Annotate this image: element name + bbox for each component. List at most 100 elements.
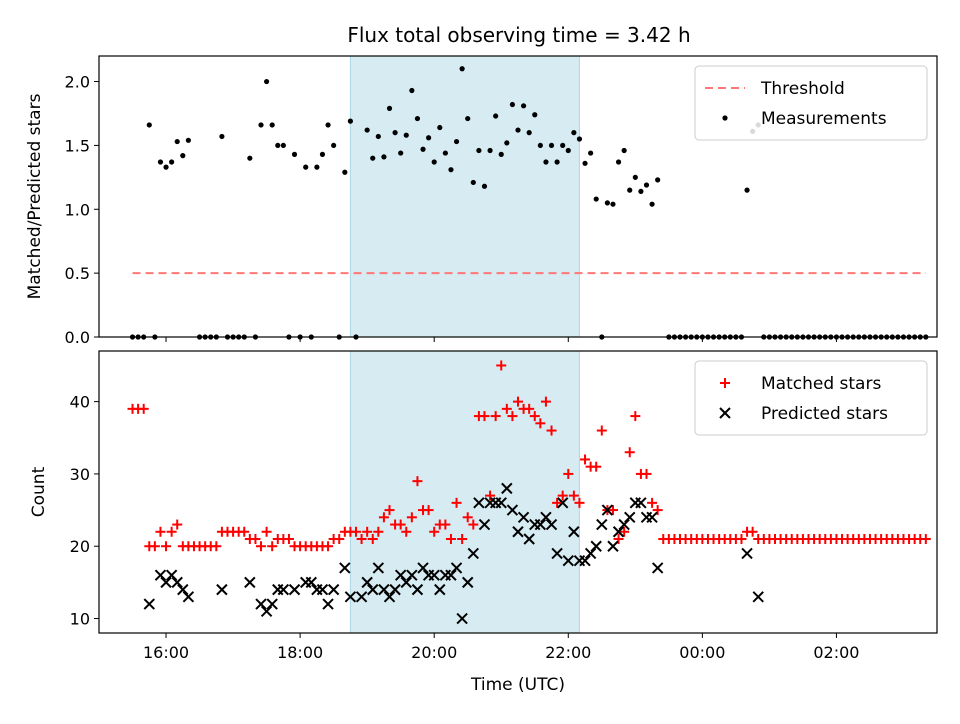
legend [694, 360, 928, 436]
matched-star-marker [563, 468, 574, 479]
legend-swatch [722, 115, 728, 121]
predicted-star-marker [545, 518, 558, 531]
measurement-point [526, 130, 532, 136]
predicted-star-marker [562, 554, 574, 567]
matched-star-marker [445, 534, 456, 544]
matched-star-marker [334, 534, 345, 544]
predicted-star-marker [288, 583, 301, 596]
measurement-point [515, 127, 521, 133]
predicted-star-marker [556, 497, 569, 509]
predicted-star-marker [428, 569, 440, 581]
measurement-point [554, 159, 560, 165]
measurement-point [303, 164, 309, 170]
predicted-star-marker [607, 540, 619, 552]
measurement-point [509, 101, 516, 108]
matched-star-marker [406, 512, 417, 523]
predicted-star-marker [517, 511, 530, 524]
legend [694, 65, 928, 141]
axes-frame [98, 55, 938, 338]
predicted-star-marker [339, 562, 351, 574]
predicted-star-marker [411, 583, 424, 596]
matched-star-marker [138, 403, 149, 414]
matched-star-marker [552, 497, 563, 508]
matched-star-marker [367, 534, 378, 544]
legend-swatch [720, 378, 730, 388]
matched-star-marker [384, 505, 395, 516]
predicted-star-marker [406, 569, 418, 581]
predicted-star-marker [383, 591, 396, 603]
matched-star-marker [613, 534, 624, 544]
legend-swatch [719, 407, 731, 419]
matched-star-marker [647, 497, 658, 508]
measurement-point [331, 142, 337, 149]
measurement-point [185, 137, 191, 143]
measurement-point [576, 136, 583, 142]
predicted-star-marker [456, 612, 468, 625]
measurement-point [258, 122, 264, 128]
matched-star-marker [591, 461, 602, 472]
matched-star-marker [607, 505, 618, 516]
measurement-point [370, 155, 376, 161]
measurement-point [621, 147, 627, 154]
measurement-point [588, 150, 594, 156]
predicted-star-marker [473, 497, 485, 509]
matched-star-marker [462, 512, 473, 523]
measurement-point [314, 164, 320, 170]
measurement-point [604, 200, 610, 206]
measurement-point [476, 147, 482, 154]
matched-star-marker [580, 454, 591, 465]
measurement-point [392, 130, 398, 136]
matched-star-marker [619, 526, 630, 537]
measurement-point [275, 142, 281, 149]
measurement-point [560, 142, 566, 149]
matched-star-marker [468, 519, 479, 530]
matched-star-marker [373, 526, 384, 537]
matched-star-marker [362, 526, 373, 537]
matched-star-marker [557, 490, 568, 501]
y-tick-label: 1.0 [65, 200, 90, 219]
measurement-point [493, 113, 499, 119]
predicted-star-marker [277, 583, 290, 596]
measurement-point [520, 103, 527, 109]
matched-star-marker [574, 497, 585, 508]
measurement-point [470, 179, 476, 186]
predicted-star-marker [501, 482, 513, 495]
figure-title: Flux total observing time = 3.42 h [347, 23, 690, 47]
y-tick-label: 0.0 [65, 328, 90, 347]
predicted-star-marker [327, 583, 340, 596]
measurement-point [157, 159, 164, 165]
predicted-star-marker [624, 511, 636, 524]
measurement-point [403, 132, 409, 138]
predicted-star-marker [177, 583, 189, 596]
measurement-point [487, 147, 493, 154]
predicted-star-marker [400, 576, 412, 589]
measurement-point [442, 150, 448, 156]
predicted-star-marker [372, 562, 385, 574]
measurement-point [537, 142, 543, 149]
measurement-point [632, 174, 638, 180]
x-axis-label: Time (UTC) [470, 675, 565, 695]
measurement-point [431, 159, 437, 165]
y-tick-label: 1.5 [65, 136, 90, 155]
measurement-point [465, 115, 471, 122]
predicted-star-marker [551, 547, 563, 560]
matched-star-marker [596, 425, 607, 436]
matched-star-marker [630, 411, 641, 422]
measurement-point [364, 127, 370, 133]
matched-star-marker [529, 411, 540, 422]
measurement-point [174, 138, 180, 145]
predicted-star-marker [394, 569, 407, 581]
predicted-star-marker [612, 526, 625, 538]
measurement-point [386, 105, 393, 111]
matched-star-marker [172, 519, 183, 530]
predicted-star-marker [512, 526, 524, 538]
predicted-star-marker [506, 504, 519, 516]
predicted-star-marker [590, 540, 602, 552]
y-tick-label: 20 [70, 537, 90, 556]
predicted-star-marker [361, 576, 373, 589]
y-tick-label: 30 [70, 465, 90, 484]
predicted-star-marker [635, 497, 647, 509]
measurement-point [610, 201, 616, 207]
axes-frame [98, 350, 938, 634]
matched-star-marker [501, 403, 512, 414]
